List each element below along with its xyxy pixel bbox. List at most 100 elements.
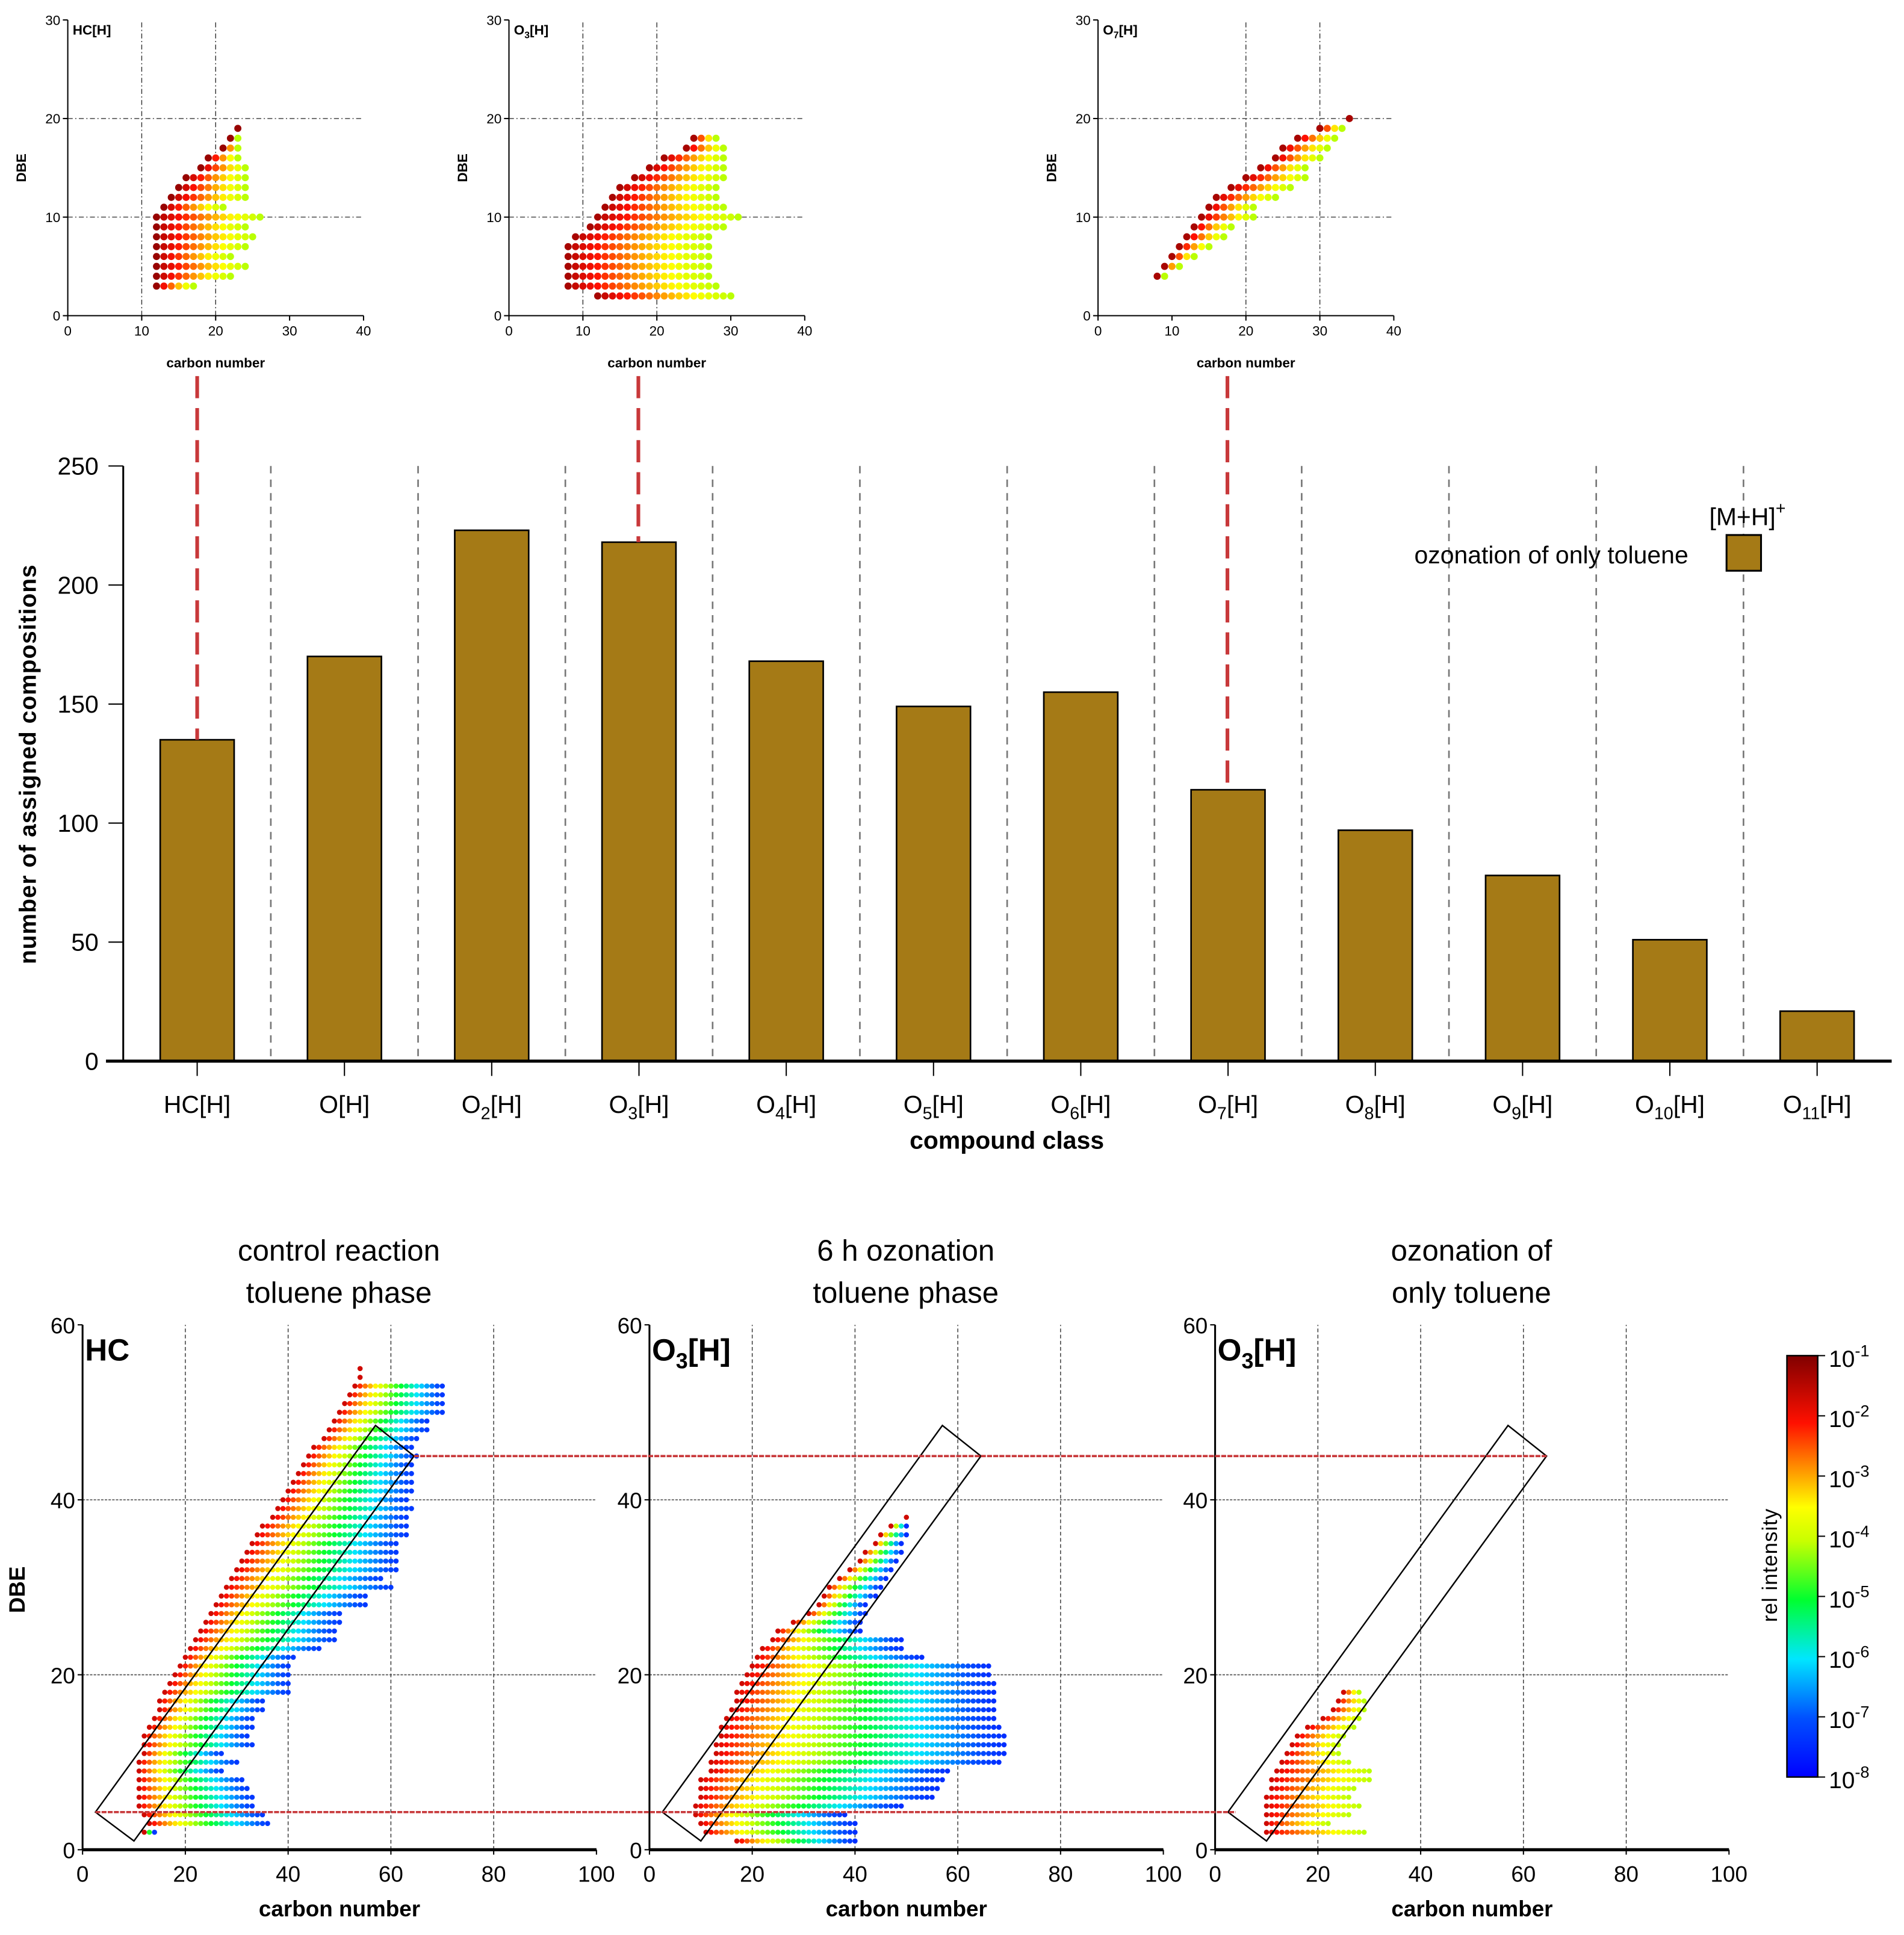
data-point bbox=[857, 1698, 863, 1704]
data-point bbox=[357, 1584, 363, 1590]
data-point bbox=[609, 273, 616, 280]
data-point bbox=[883, 1724, 888, 1730]
data-point bbox=[883, 1689, 888, 1695]
data-point bbox=[770, 1768, 776, 1774]
data-point bbox=[924, 1777, 930, 1783]
data-point bbox=[203, 1821, 209, 1827]
data-point bbox=[908, 1707, 914, 1713]
data-point bbox=[929, 1733, 935, 1739]
data-point bbox=[564, 273, 572, 280]
data-point bbox=[332, 1453, 337, 1459]
data-point bbox=[393, 1418, 399, 1424]
x-tick-label: 10 bbox=[134, 323, 149, 338]
data-point bbox=[270, 1593, 276, 1599]
data-point bbox=[816, 1812, 822, 1818]
data-point bbox=[212, 213, 220, 221]
data-point bbox=[300, 1549, 306, 1555]
data-point bbox=[842, 1759, 848, 1765]
data-point bbox=[837, 1698, 843, 1704]
data-point bbox=[290, 1628, 296, 1634]
data-point bbox=[326, 1637, 332, 1642]
data-point bbox=[1310, 1724, 1316, 1730]
data-point bbox=[645, 174, 653, 182]
data-point bbox=[383, 1471, 389, 1476]
data-point bbox=[852, 1786, 858, 1791]
data-point bbox=[342, 1453, 347, 1459]
data-point bbox=[764, 1689, 771, 1695]
data-point bbox=[141, 1786, 147, 1791]
data-point bbox=[898, 1742, 904, 1748]
data-point bbox=[883, 1777, 888, 1783]
data-point bbox=[780, 1663, 786, 1669]
superscript: -2 bbox=[1855, 1401, 1869, 1420]
x-tick-label: O9[H] bbox=[1492, 1091, 1552, 1123]
data-point bbox=[229, 1733, 235, 1739]
data-point bbox=[893, 1549, 899, 1555]
data-point bbox=[852, 1689, 858, 1695]
data-point bbox=[786, 1777, 791, 1783]
data-point bbox=[352, 1593, 358, 1599]
data-point bbox=[419, 1418, 424, 1424]
data-point bbox=[713, 1829, 719, 1835]
data-point bbox=[924, 1794, 930, 1800]
data-point bbox=[754, 1821, 760, 1827]
data-point bbox=[975, 1707, 981, 1713]
data-point bbox=[326, 1549, 332, 1555]
data-point bbox=[709, 1759, 714, 1765]
legend-swatch bbox=[1725, 534, 1763, 572]
data-point bbox=[255, 1680, 260, 1686]
data-point bbox=[1242, 174, 1250, 182]
data-point bbox=[1284, 1803, 1290, 1809]
data-point bbox=[311, 1462, 317, 1468]
data-point bbox=[409, 1401, 414, 1407]
data-point bbox=[332, 1558, 337, 1564]
data-point bbox=[821, 1794, 827, 1800]
subscript: 2 bbox=[481, 1104, 491, 1123]
data-point bbox=[152, 1829, 157, 1835]
data-point bbox=[724, 1715, 730, 1721]
data-point bbox=[821, 1777, 827, 1783]
data-point bbox=[1257, 184, 1265, 191]
data-point bbox=[924, 1751, 930, 1756]
data-point bbox=[806, 1707, 811, 1713]
data-point bbox=[275, 1663, 281, 1669]
data-point bbox=[904, 1794, 910, 1800]
data-point bbox=[239, 1602, 245, 1608]
data-point bbox=[675, 154, 683, 162]
data-point bbox=[867, 1803, 873, 1809]
data-point bbox=[212, 164, 220, 172]
data-point bbox=[249, 1707, 255, 1713]
data-point bbox=[280, 1680, 286, 1686]
data-point bbox=[1323, 144, 1331, 152]
data-point bbox=[796, 1794, 801, 1800]
data-point bbox=[690, 213, 698, 221]
data-point bbox=[883, 1733, 888, 1739]
data-point bbox=[388, 1427, 394, 1432]
data-point bbox=[178, 1724, 183, 1730]
data-point bbox=[219, 1724, 224, 1730]
data-point bbox=[719, 174, 727, 182]
data-point bbox=[831, 1663, 837, 1669]
data-point bbox=[863, 1715, 868, 1721]
data-point bbox=[182, 1663, 188, 1669]
data-point bbox=[255, 1821, 260, 1827]
data-point bbox=[919, 1680, 925, 1686]
data-point bbox=[806, 1838, 811, 1844]
data-point bbox=[842, 1602, 848, 1608]
data-point bbox=[234, 1663, 240, 1669]
bar-O4[H] bbox=[748, 660, 824, 1062]
data-point bbox=[929, 1663, 935, 1669]
data-point bbox=[821, 1628, 827, 1634]
data-point bbox=[193, 1777, 199, 1783]
data-point bbox=[955, 1715, 961, 1721]
data-point bbox=[352, 1506, 358, 1511]
data-point bbox=[1356, 1689, 1362, 1695]
x-tick-label: O11[H] bbox=[1783, 1091, 1852, 1123]
data-point bbox=[193, 1768, 199, 1774]
data-point bbox=[1286, 174, 1294, 182]
data-point bbox=[213, 1628, 219, 1634]
data-point bbox=[367, 1576, 373, 1582]
data-point bbox=[705, 194, 713, 201]
data-point bbox=[970, 1663, 976, 1669]
label-rest: [H] bbox=[1673, 1091, 1705, 1118]
